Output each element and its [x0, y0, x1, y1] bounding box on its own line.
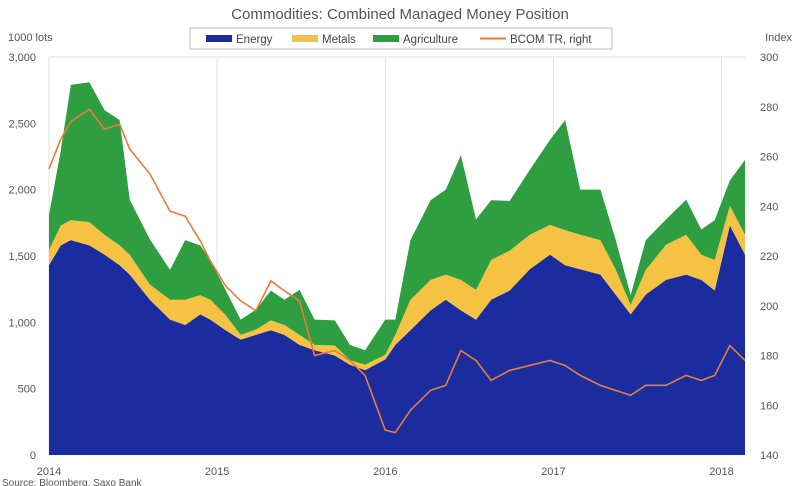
legend: Energy Metals Agriculture BCOM TR, right [189, 27, 613, 50]
legend-swatch-energy [206, 35, 232, 42]
legend-label-bcom: BCOM TR, right [510, 34, 592, 46]
right-tick-label: 200 [760, 301, 778, 313]
x-tick-label: 2015 [205, 466, 229, 478]
legend-box [189, 27, 613, 50]
legend-swatch-metals [292, 35, 318, 42]
energy-area [49, 225, 745, 455]
right-tick-label: 300 [760, 52, 778, 64]
right-tick-label: 280 [760, 102, 778, 114]
x-tick-label: 2018 [709, 466, 733, 478]
left-tick-label: 2,000 [8, 185, 36, 197]
legend-label-metals: Metals [322, 34, 356, 46]
right-tick-label: 140 [760, 450, 778, 462]
left-tick-label: 500 [18, 384, 36, 396]
left-tick-label: 1,500 [8, 251, 36, 263]
chart-title: Commodities: Combined Managed Money Posi… [231, 6, 569, 23]
right-axis-label: Index [765, 32, 792, 44]
x-tick-label: 2017 [541, 466, 565, 478]
legend-label-agriculture: Agriculture [403, 34, 458, 46]
bcom-line [48, 108, 746, 434]
left-axis-label: 1000 lots [8, 32, 53, 44]
right-tick-label: 260 [760, 152, 778, 164]
source-note: Source: Bloomberg, Saxo Bank [2, 478, 143, 486]
legend-swatch-agriculture [373, 35, 399, 42]
left-tick-label: 1,000 [8, 317, 36, 329]
right-tick-label: 220 [760, 251, 778, 263]
x-tick-label: 2014 [37, 466, 61, 478]
right-tick-label: 240 [760, 201, 778, 213]
left-tick-label: 0 [30, 450, 36, 462]
agriculture-area [49, 82, 745, 365]
metals-area [49, 205, 745, 371]
right-tick-label: 160 [760, 400, 778, 412]
left-tick-label: 2,500 [8, 118, 36, 130]
legend-label-energy: Energy [236, 34, 273, 46]
left-tick-label: 3,000 [8, 52, 36, 64]
right-tick-label: 180 [760, 351, 778, 363]
x-tick-label: 2016 [373, 466, 397, 478]
